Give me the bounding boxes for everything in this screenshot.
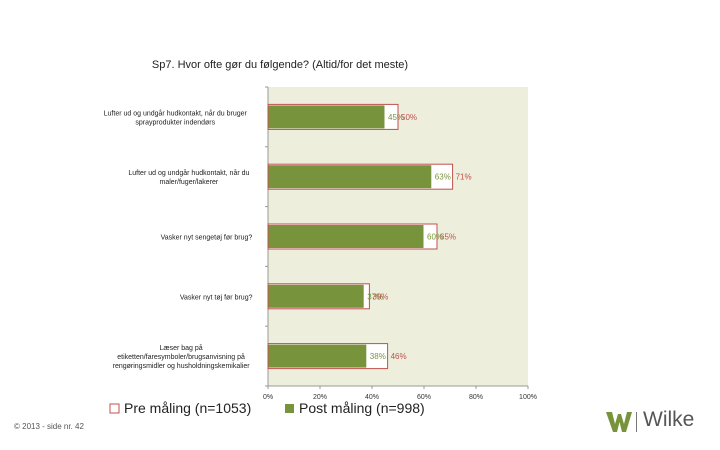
data-label-pre: 46% bbox=[391, 352, 407, 361]
category-label: Lufter ud og undgår hudkontakt, når du ma… bbox=[128, 169, 249, 186]
legend-label-post: Post måling (n=998) bbox=[299, 400, 425, 416]
category-label: Vasker nyt sengetøj før brug? bbox=[161, 235, 253, 242]
data-label-post: 63% bbox=[435, 173, 451, 182]
category-label: Vasker nyt tøj før brug? bbox=[180, 294, 253, 301]
data-label-pre: 65% bbox=[440, 233, 456, 242]
footer-page-number: © 2013 - side nr. 42 bbox=[14, 422, 84, 431]
chart-title: Sp7. Hvor ofte gør du følgende? (Altid/f… bbox=[151, 59, 409, 71]
data-label-pre: 39% bbox=[372, 292, 388, 301]
legend-label-pre: Pre måling (n=1053) bbox=[124, 400, 251, 416]
data-label-post: 60% bbox=[427, 233, 443, 242]
x-tick-label: 20% bbox=[313, 394, 327, 401]
legend-swatch-pre bbox=[109, 403, 120, 414]
x-tick-label: 40% bbox=[365, 394, 379, 401]
data-label-pre: 71% bbox=[456, 173, 472, 182]
data-label-post: 45% bbox=[388, 113, 404, 122]
data-label-post: 37% bbox=[367, 292, 383, 301]
bar-post bbox=[268, 165, 432, 189]
bar-post bbox=[268, 105, 385, 129]
category-label: Lufter ud og undgår hudkontakt, når du b… bbox=[104, 109, 248, 126]
data-label-post: 38% bbox=[370, 352, 386, 361]
bar-post bbox=[268, 225, 424, 248]
category-label: Læser bag på etiketten/faresymboler/brugs… bbox=[113, 344, 251, 370]
logo-text: Wilke bbox=[643, 408, 695, 431]
bar-post bbox=[268, 344, 367, 368]
x-tick-label: 80% bbox=[469, 394, 483, 401]
x-tick-label: 100% bbox=[519, 394, 537, 401]
bar-post bbox=[268, 284, 364, 308]
x-tick-label: 0% bbox=[263, 394, 273, 401]
wilke-w-icon bbox=[606, 412, 632, 432]
legend-swatch-post bbox=[285, 404, 294, 413]
logo-separator bbox=[636, 412, 637, 432]
x-tick-label: 60% bbox=[417, 394, 431, 401]
wilke-logo: Wilke bbox=[606, 408, 710, 436]
data-label-pre: 50% bbox=[401, 113, 417, 122]
